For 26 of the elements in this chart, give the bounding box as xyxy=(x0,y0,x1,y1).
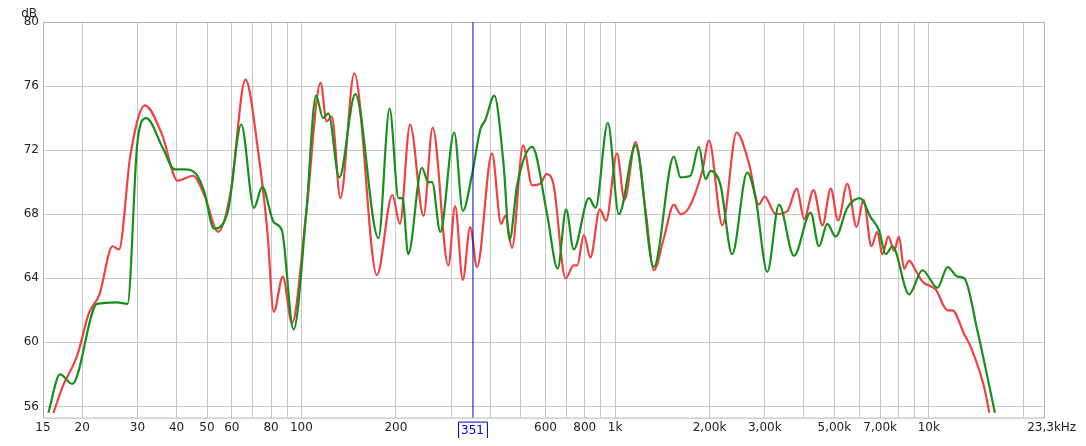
x-tick-label: 1k xyxy=(607,419,623,434)
x-tick-label: 10k xyxy=(917,419,940,434)
y-tick-label: 64 xyxy=(23,270,39,285)
y-tick-label: 68 xyxy=(23,206,39,221)
x-tick-label: 800 xyxy=(573,419,597,434)
x-tick-label: 100 xyxy=(289,419,313,434)
x-tick-label: 600 xyxy=(534,419,557,434)
x-axis-title: Hz xyxy=(1060,419,1077,434)
x-tick-label: 50 xyxy=(199,419,215,434)
x-tick-label: 60 xyxy=(224,419,240,434)
y-tick-label: 60 xyxy=(23,334,39,349)
x-tick-label: 200 xyxy=(384,419,408,434)
x-tick-label: 15 xyxy=(35,419,51,434)
y-tick-label: 56 xyxy=(23,398,39,413)
x-tick-label: 80 xyxy=(263,419,279,434)
x-tick-label: 3,00k xyxy=(747,419,782,434)
x-tick-label: 7,00k xyxy=(863,419,898,434)
x-tick-label: 40 xyxy=(168,419,185,434)
x-tick-label: 30 xyxy=(129,419,146,434)
y-tick-label: 76 xyxy=(23,78,39,93)
y-tick-label: 72 xyxy=(23,142,39,157)
ref-line-label: 351 xyxy=(461,422,484,437)
x-tick-label: 20 xyxy=(74,419,90,434)
x-tick-label: 23,3k xyxy=(1027,419,1061,434)
x-tick-label: 2,00k xyxy=(692,419,727,434)
x-tick-label: 5,00k xyxy=(817,419,852,434)
